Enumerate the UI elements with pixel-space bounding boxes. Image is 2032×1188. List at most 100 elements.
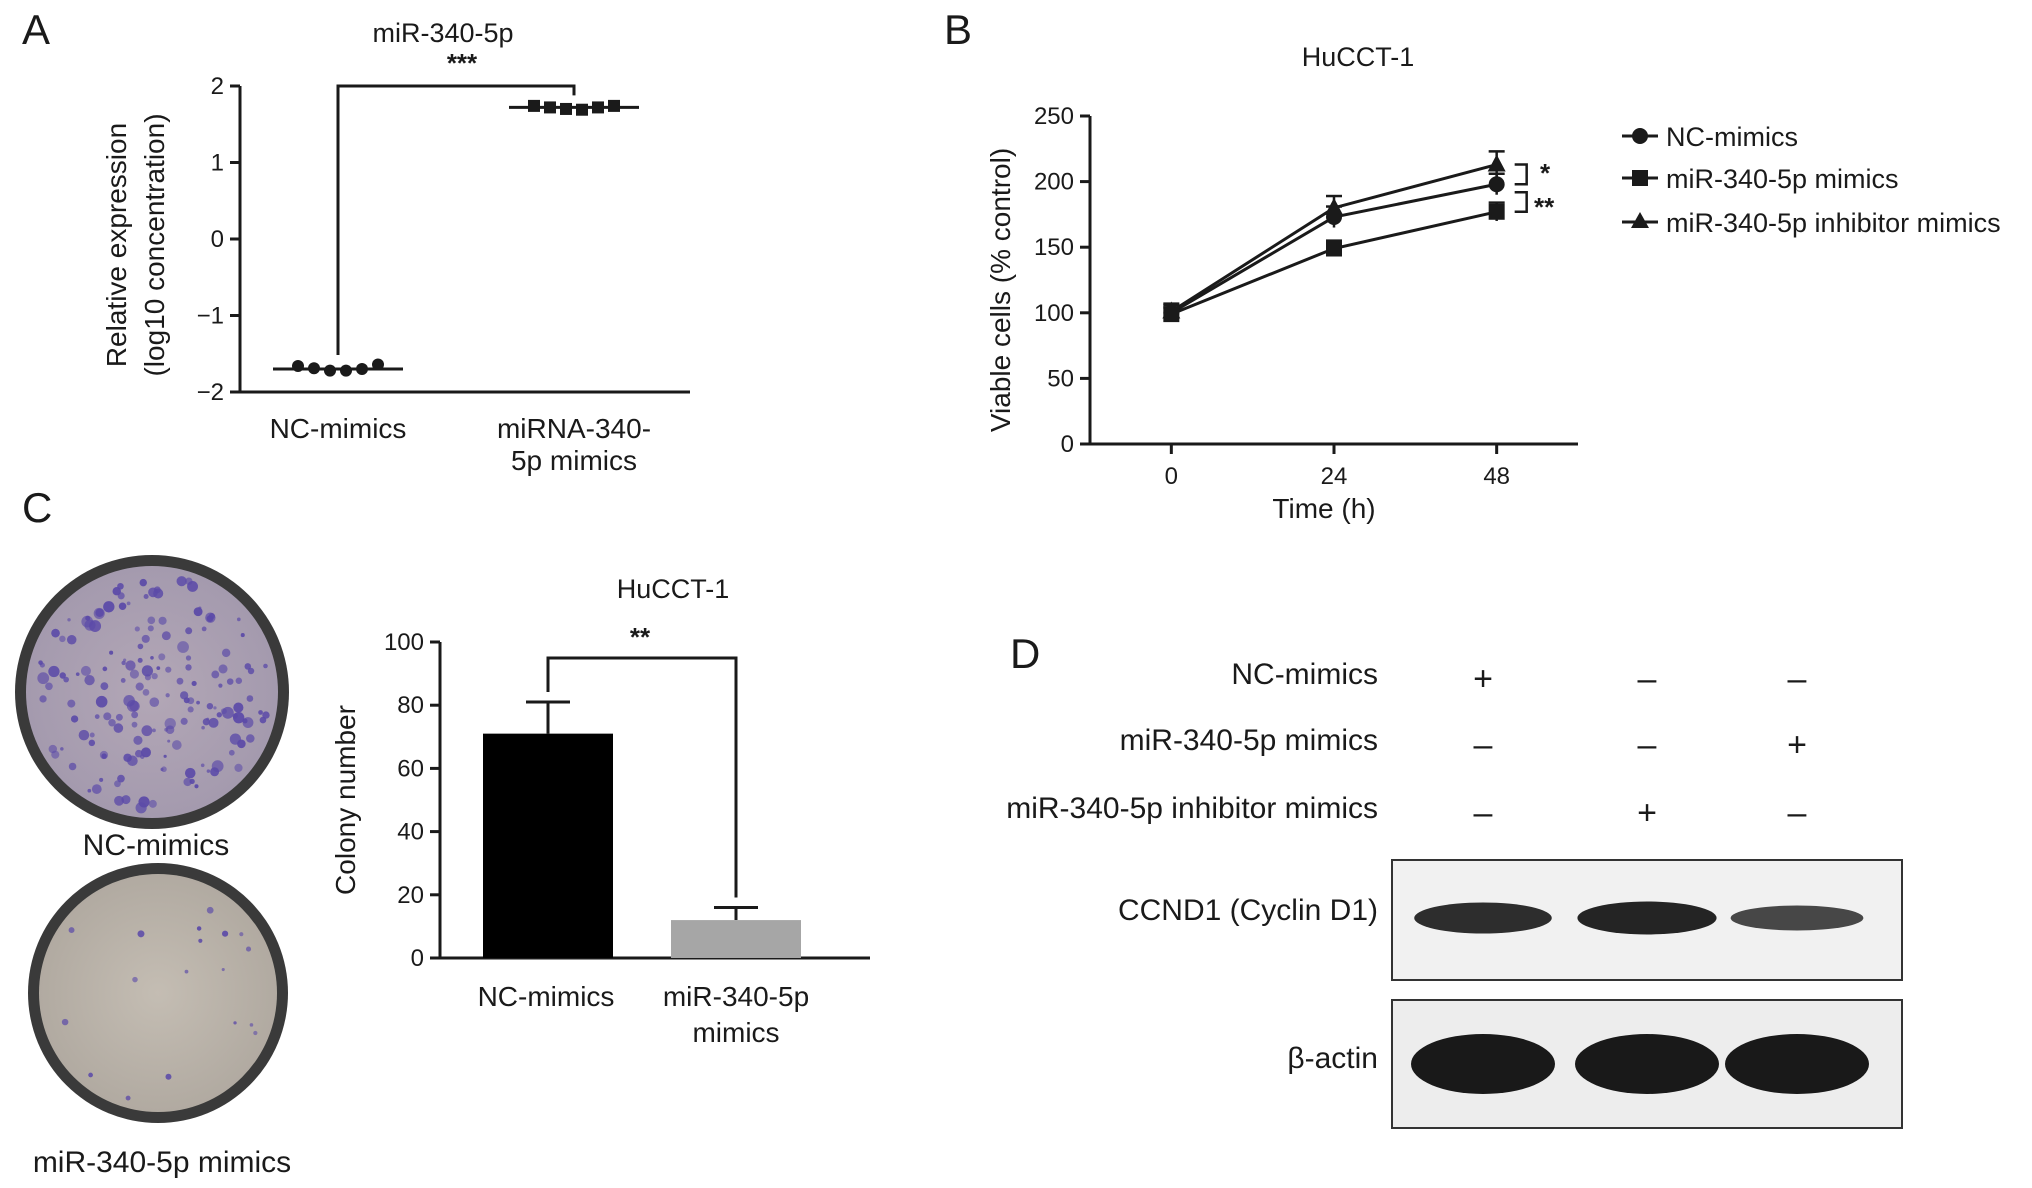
panel-c-colony-images: NC-mimics miR-340-5p mimics (15, 555, 291, 1179)
colony-dot (125, 660, 136, 671)
colony-dot (138, 796, 150, 808)
colony-dot (158, 653, 166, 661)
panel-a-ytick-label: −1 (197, 303, 224, 330)
panel-b-ytick-label: 150 (1034, 234, 1074, 261)
colony-dot (206, 906, 214, 914)
colony-dot (262, 711, 270, 719)
colony-dot (206, 769, 211, 773)
panel-b-ytick-label: 50 (1047, 365, 1074, 392)
colony-dot (48, 665, 60, 678)
panel-c-ytick-label: 80 (397, 692, 424, 719)
wb-blot-actin (1391, 999, 1903, 1129)
colony-dot (141, 665, 154, 677)
colony-dot (201, 725, 205, 730)
colony-dot (200, 763, 205, 768)
colony-dot (84, 674, 95, 686)
colony-dot (233, 1021, 237, 1025)
panel-a-point-square (560, 102, 572, 115)
legend-label-inhibitor-mimics: miR-340-5p inhibitor mimics (1666, 208, 2001, 238)
legend-item-mir-mimics: miR-340-5p mimics (1622, 164, 1899, 194)
colony-dot (193, 607, 203, 617)
colony-dot (147, 625, 154, 632)
colony-dot (185, 655, 192, 661)
panel-d-western-blot: NC-mimics miR-340-5p mimics miR-340-5p i… (1006, 658, 1903, 1129)
colony-dot (253, 1030, 258, 1036)
colony-dot (102, 666, 108, 672)
colony-dot (126, 601, 131, 606)
colony-dot (165, 666, 172, 673)
colony-dot (78, 729, 90, 741)
colony-dot (87, 788, 92, 793)
wb-sign-r1-c2: + (1787, 726, 1807, 764)
colony-dot (80, 665, 91, 676)
panel-a-point-circle (356, 363, 368, 376)
panel-a-ytick-label: 2 (211, 73, 224, 100)
colony-dot (143, 593, 149, 599)
colony-dot (185, 664, 192, 671)
colony-dot (196, 926, 202, 931)
wb-band-ccnd1 (1414, 902, 1552, 934)
colony-dot (112, 586, 121, 596)
wb-row-label-inhibitor: miR-340-5p inhibitor mimics (1006, 792, 1378, 825)
panel-letter-a: A (22, 6, 50, 53)
colony-dot (151, 672, 158, 680)
wb-blot-label-actin: β-actin (1287, 1042, 1378, 1075)
colony-dot (131, 711, 139, 719)
panel-c-xtick-label-nc: NC-mimics (478, 981, 615, 1012)
panel-a-point-circle (372, 358, 384, 371)
colony-dot (187, 706, 194, 713)
panel-a-title: miR-340-5p (372, 18, 513, 48)
panel-c-ylabel: Colony number (330, 705, 361, 895)
wb-blot-label-ccnd1: CCND1 (Cyclin D1) (1118, 894, 1378, 927)
colony-dot (118, 602, 127, 611)
wb-band-ccnd1 (1577, 901, 1717, 935)
colony-dot (179, 691, 189, 700)
colony-dot (158, 616, 167, 625)
colony-dot (211, 760, 224, 773)
legend-item-inhibitor-mimics: miR-340-5p inhibitor mimics (1622, 208, 2001, 238)
wb-sign-r0-c0: + (1473, 660, 1493, 698)
panel-b-significance-bracket (1514, 190, 1528, 214)
colony-dot (233, 702, 244, 713)
colony-dot (191, 680, 197, 687)
panel-b-title: HuCCT-1 (1302, 42, 1415, 72)
colony-dot (196, 700, 200, 705)
wb-band-actin (1575, 1034, 1719, 1094)
panel-a-significance-bracket (336, 84, 576, 356)
panel-b-point-triangle (1162, 301, 1181, 319)
panel-c-title: HuCCT-1 (617, 574, 730, 604)
colony-dot (95, 695, 108, 708)
colony-dot (117, 774, 125, 783)
colony-dot (114, 780, 121, 788)
panel-b-point-square (1488, 203, 1505, 220)
panel-b-significance-1: * (1540, 158, 1551, 188)
colony-dot (132, 976, 138, 983)
colony-dot (135, 682, 144, 691)
colony-dot (51, 628, 60, 638)
panel-a-significance: *** (447, 48, 478, 78)
colony-dot (152, 728, 156, 733)
panel-b-xtick-label: 48 (1483, 463, 1510, 490)
colony-dot (198, 938, 203, 943)
panel-a-ytick-label: 0 (211, 226, 224, 253)
panel-letter-b: B (944, 6, 972, 53)
colony-dot (221, 648, 231, 658)
panel-a-ylabel-line1: Relative expression (101, 123, 132, 367)
colony-dot (68, 927, 75, 934)
colony-dot (161, 766, 167, 773)
panel-c-significance: ** (630, 622, 651, 652)
panel-b-xlabel: Time (h) (1272, 493, 1375, 524)
colony-dot (246, 734, 255, 743)
colony-dot (91, 784, 102, 794)
colony-dot (139, 578, 147, 587)
legend-marker-circle-icon (1632, 128, 1648, 144)
colony-dot (221, 706, 234, 719)
colony-dot (213, 706, 217, 710)
wb-sign-r1-c1: – (1638, 726, 1657, 764)
colony-dot (113, 723, 124, 733)
panel-a-point-square (544, 101, 556, 114)
colony-dot (61, 1018, 69, 1026)
colony-dot (129, 669, 140, 679)
panel-b-legend: NC-mimics miR-340-5p mimics miR-340-5p i… (1622, 122, 2001, 238)
panel-a-ylabel-line2: (log10 concentration) (139, 113, 170, 376)
